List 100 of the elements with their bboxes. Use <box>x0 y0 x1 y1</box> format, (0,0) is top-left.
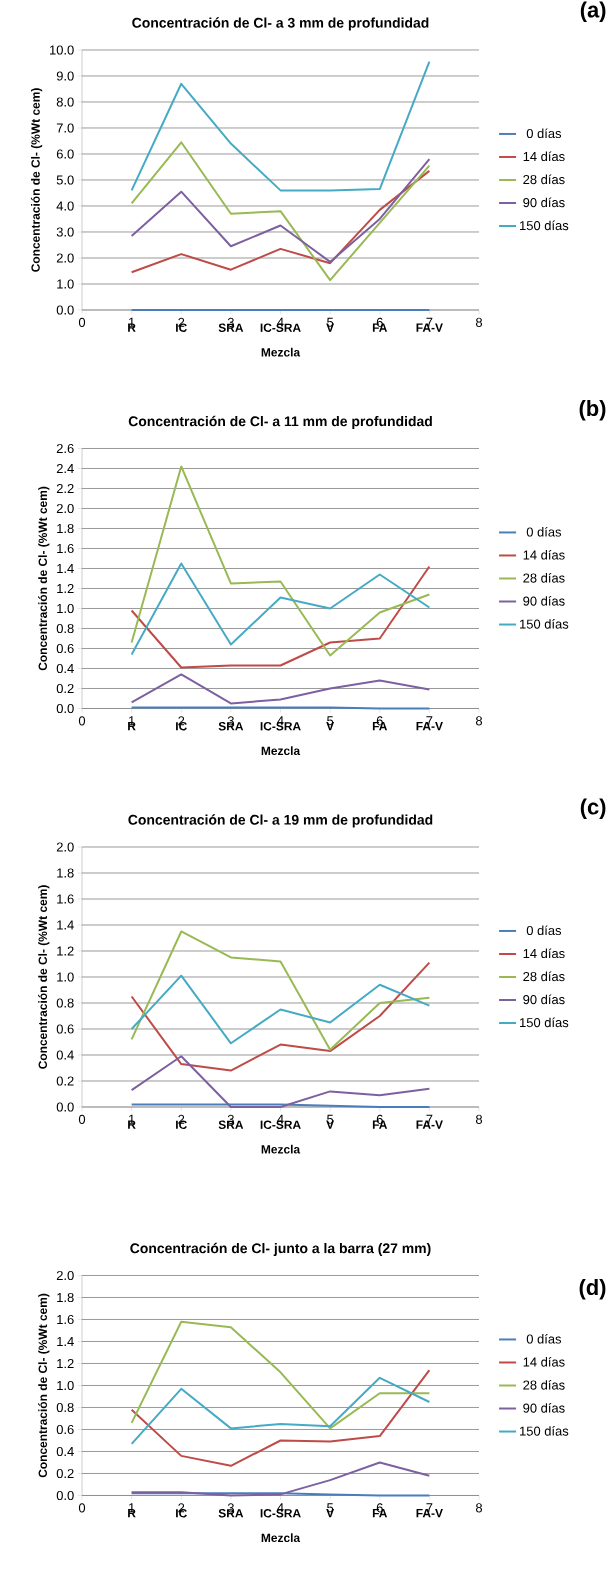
x-axis-title: Mezcla <box>261 1533 301 1543</box>
y-tick-label: 2.0 <box>56 253 74 263</box>
y-tick-label: 2.0 <box>56 1270 74 1281</box>
y-tick-label: 0.8 <box>56 623 74 634</box>
legend-label: 90 días <box>523 994 565 1005</box>
text: (d) <box>579 1279 606 1300</box>
y-tick-label: 1.4 <box>57 564 74 573</box>
line-series <box>130 141 431 282</box>
y-tick-label: 0.0 <box>56 1490 74 1501</box>
y-tick-label: 9.0 <box>56 71 74 81</box>
y-tick-label: 0.6 <box>56 1424 74 1435</box>
line-series <box>130 1320 431 1430</box>
y-tick-label: 0.0 <box>56 305 74 315</box>
y-tick-label: 1.0 <box>57 603 74 614</box>
legend-label: 0 días <box>526 128 562 139</box>
legend-label: 14 días <box>523 1356 565 1367</box>
y-axis-title: Concentración de Cl- (%Wt cem) <box>38 1293 50 1478</box>
y-tick-label: 0.8 <box>56 998 74 1008</box>
x-tick-label: 8 <box>475 1114 483 1124</box>
legend-label: 150 días <box>520 220 569 231</box>
x-axis-title: Mezcla <box>261 347 301 357</box>
legend-label: 90 días <box>523 197 565 208</box>
y-tick-label: 1.0 <box>57 1380 74 1391</box>
y-axis-title: Concentración de Cl- (%Wt cem) <box>30 88 43 272</box>
y-tick-label: 2.2 <box>56 483 74 494</box>
y-tick-label: 10.0 <box>50 45 74 55</box>
legend-label: 0 días <box>526 526 562 537</box>
chart-title: Concentración de Cl- junto a la barra (27 mm) <box>130 1242 431 1256</box>
legend-label: 0 días <box>526 925 562 936</box>
y-tick-label: 1.8 <box>57 868 74 878</box>
legend-label: 28 días <box>523 572 565 583</box>
y-tick-label: 1.2 <box>57 583 74 594</box>
y-tick-label: 0.2 <box>56 1468 74 1479</box>
legend-label: 150 días <box>520 1017 569 1028</box>
y-tick-label: 1.6 <box>57 543 74 554</box>
y-tick-label: 1.6 <box>57 1314 74 1325</box>
y-tick-label: 1.2 <box>57 1358 74 1369</box>
y-tick-label: 1.4 <box>57 1337 74 1346</box>
x-axis-title: Mezcla <box>261 746 301 756</box>
line-series <box>130 169 431 274</box>
text: (a) <box>580 1 606 22</box>
y-tick-label: 1.0 <box>57 279 74 289</box>
y-tick-label: 2.0 <box>56 503 74 514</box>
line-series <box>130 158 431 263</box>
chart-title: Concentración de Cl- a 19 mm de profundidad <box>128 814 433 828</box>
legend-label: 150 días <box>520 1426 569 1436</box>
y-tick-label: 0.8 <box>56 1402 74 1413</box>
chart-title: Concentración de Cl- a 3 mm de profundidad <box>132 17 429 31</box>
y-tick-label: 0.0 <box>56 703 74 714</box>
legend-label: 14 días <box>523 151 565 162</box>
y-tick-label: 5.0 <box>56 175 74 185</box>
x-axis-title: Mezcla <box>261 1144 301 1154</box>
y-tick-label: 0.4 <box>56 1050 74 1060</box>
line-series <box>130 1376 431 1445</box>
y-tick-label: 0.6 <box>56 643 74 654</box>
y-tick-label: 3.0 <box>56 227 74 237</box>
y-tick-label: 1.8 <box>57 1292 74 1303</box>
y-tick-label: 6.0 <box>56 149 74 159</box>
line-series <box>130 974 431 1045</box>
line-series <box>130 961 431 1072</box>
legend-label: 28 días <box>523 174 565 185</box>
text: (b) <box>579 400 606 421</box>
y-tick-label: 2.0 <box>56 842 74 852</box>
chart-title: Concentración de Cl- a 11 mm de profundidad <box>128 415 432 429</box>
y-axis-title: Concentración de Cl- (%Wt cem) <box>38 885 50 1069</box>
y-tick-label: 0.4 <box>56 1446 74 1457</box>
line-series <box>130 673 431 705</box>
legend-label: 28 días <box>523 971 565 982</box>
y-tick-label: 1.8 <box>57 523 74 534</box>
x-tick-label: 0 <box>78 1503 86 1513</box>
y-tick-label: 4.0 <box>56 201 74 211</box>
y-tick-label: 0.0 <box>56 1102 74 1112</box>
y-tick-label: 8.0 <box>56 97 74 107</box>
y-tick-label: 1.4 <box>57 920 74 930</box>
x-tick-label: 0 <box>78 317 86 327</box>
legend-label: 0 días <box>526 1333 562 1344</box>
y-tick-label: 0.6 <box>56 1024 74 1034</box>
x-tick-label: 8 <box>475 317 483 327</box>
x-tick-label: 0 <box>78 716 86 726</box>
y-tick-label: 1.2 <box>57 946 74 956</box>
x-tick-label: 0 <box>78 1114 86 1124</box>
y-tick-label: 1.6 <box>57 894 74 904</box>
x-tick-label: 8 <box>475 716 483 726</box>
line-series <box>130 465 431 657</box>
line-series <box>130 60 431 192</box>
legend-label: 90 días <box>523 595 565 606</box>
legend-label: 150 días <box>520 619 569 629</box>
y-tick-label: 0.4 <box>56 663 74 674</box>
legend-label: 90 días <box>523 1403 565 1413</box>
y-tick-label: 7.0 <box>56 123 74 133</box>
y-tick-label: 2.4 <box>56 463 74 474</box>
line-series <box>130 930 431 1051</box>
y-tick-label: 2.6 <box>56 443 74 454</box>
line-series <box>130 1369 431 1467</box>
text: (c) <box>580 798 606 819</box>
x-tick-label: 8 <box>475 1503 483 1513</box>
y-tick-label: 1.0 <box>57 972 74 982</box>
line-series <box>130 1055 431 1108</box>
legend-label: 28 días <box>523 1379 565 1390</box>
y-tick-label: 0.2 <box>56 683 74 694</box>
